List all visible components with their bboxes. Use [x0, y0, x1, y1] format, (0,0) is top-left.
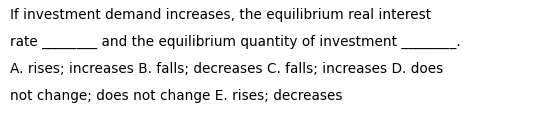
Text: A. rises; increases B. falls; decreases C. falls; increases D. does: A. rises; increases B. falls; decreases … — [10, 62, 443, 76]
Text: If investment demand increases, the equilibrium real interest: If investment demand increases, the equi… — [10, 8, 431, 22]
Text: rate ________ and the equilibrium quantity of investment ________.: rate ________ and the equilibrium quanti… — [10, 35, 461, 49]
Text: not change; does not change E. rises; decreases: not change; does not change E. rises; de… — [10, 89, 343, 103]
